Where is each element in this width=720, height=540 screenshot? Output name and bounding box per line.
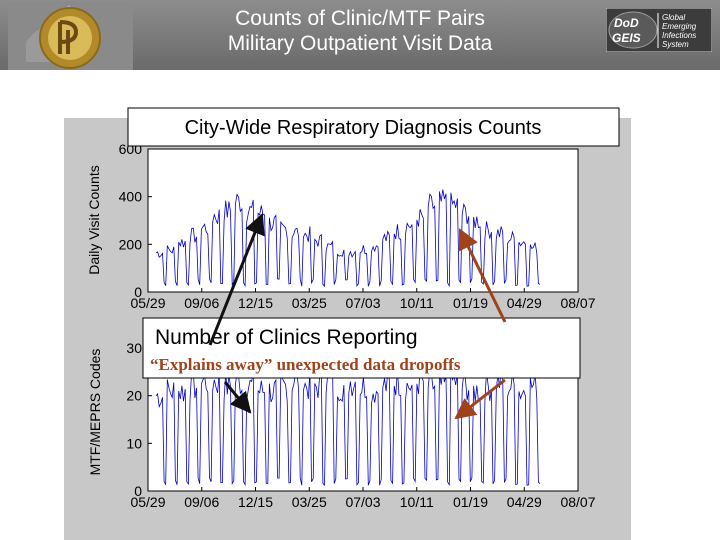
chart2-x-tick-label: 01/19 [453, 494, 488, 510]
chart1-x-ticks: 05/29 09/06 12/15 03/25 07/03 10/11 01/19 04/29… [130, 288, 596, 311]
chart1-series [155, 189, 541, 288]
chart2-y-tick-label: 0 [134, 483, 142, 499]
svg-text:System: System [662, 40, 689, 49]
header-bar: Counts of Clinic/MTF Pairs Military Outp… [0, 0, 720, 70]
brown-arrow-up [458, 228, 507, 323]
chart2-x-tick-label: 03/25 [292, 494, 327, 510]
svg-text:DoD: DoD [614, 16, 639, 30]
chart2-x-ticks: 05/29 09/06 12/15 03/25 07/03 10/11 01/19 04/29… [130, 487, 596, 510]
chart1-y-tick-label: 400 [119, 189, 143, 205]
chart2-series [155, 365, 541, 487]
chart1-ylabel: Daily Visit Counts [86, 165, 102, 274]
university-seal-icon [8, 2, 133, 70]
chart1-x-tick-label: 12/15 [238, 295, 273, 311]
chart2-x-tick-label: 09/06 [184, 494, 219, 510]
chart2-x-tick-label: 07/03 [345, 494, 380, 510]
svg-text:GEIS: GEIS [612, 31, 641, 45]
chart1-x-tick-label: 08/07 [560, 295, 595, 311]
chart1-x-tick-label: 09/06 [184, 295, 219, 311]
black-arrow-down [223, 381, 252, 414]
black-arrow-up [208, 213, 265, 346]
chart2-x-tick-label: 12/15 [238, 494, 273, 510]
chart2-subtitle: “Explains away” unexpected data dropoffs [150, 355, 461, 374]
dod-geis-logo-icon: DoD GEIS Global Emerging Infections Syst… [606, 8, 712, 52]
svg-text:Infections: Infections [662, 31, 696, 40]
chart1-series-line [155, 189, 541, 288]
chart2-y-tick-label: 30 [126, 340, 142, 356]
chart2-y-tick-label: 10 [126, 435, 142, 451]
brown-arrow-down [454, 378, 506, 420]
chart2-y-ticks: 0 10 20 30 [126, 340, 152, 499]
chart2-x-tick-label: 10/11 [400, 494, 434, 510]
chart2-title: Number of Clinics Reporting [155, 326, 418, 349]
chart1-y-tick-label: 200 [119, 236, 143, 252]
chart1-plot-area [147, 148, 579, 293]
chart2-x-tick-label: 08/07 [560, 494, 595, 510]
chart1-x-tick-label: 07/03 [345, 295, 380, 311]
chart1-title: City-Wide Respiratory Diagnosis Counts [185, 117, 542, 139]
chart1-x-tick-label: 01/19 [453, 295, 488, 311]
chart1-title-box [127, 107, 620, 147]
chart1-x-tick-label: 04/29 [507, 295, 542, 311]
chart2-x-tick-label: 04/29 [507, 494, 542, 510]
chart1-x-tick-label: 10/11 [400, 295, 434, 311]
chart2-ylabel: MTF/MEPRS Codes [87, 349, 103, 476]
header-title-line1: Counts of Clinic/MTF Pairs [235, 7, 485, 30]
header-title-line2: Military Outpatient Visit Data [227, 32, 493, 55]
svg-text:Emerging: Emerging [662, 22, 697, 31]
svg-text:Global: Global [662, 13, 685, 22]
chart2-series-line [155, 365, 541, 487]
chart1-y-tick-label: 0 [134, 284, 142, 300]
chart1-x-tick-label: 03/25 [292, 295, 327, 311]
header-title: Counts of Clinic/MTF Pairs Military Outp… [140, 6, 580, 56]
chart2-x-tick-label: 05/29 [130, 494, 165, 510]
chart1-x-tick-label: 05/29 [130, 295, 165, 311]
chart2-y-tick-label: 20 [126, 388, 142, 404]
